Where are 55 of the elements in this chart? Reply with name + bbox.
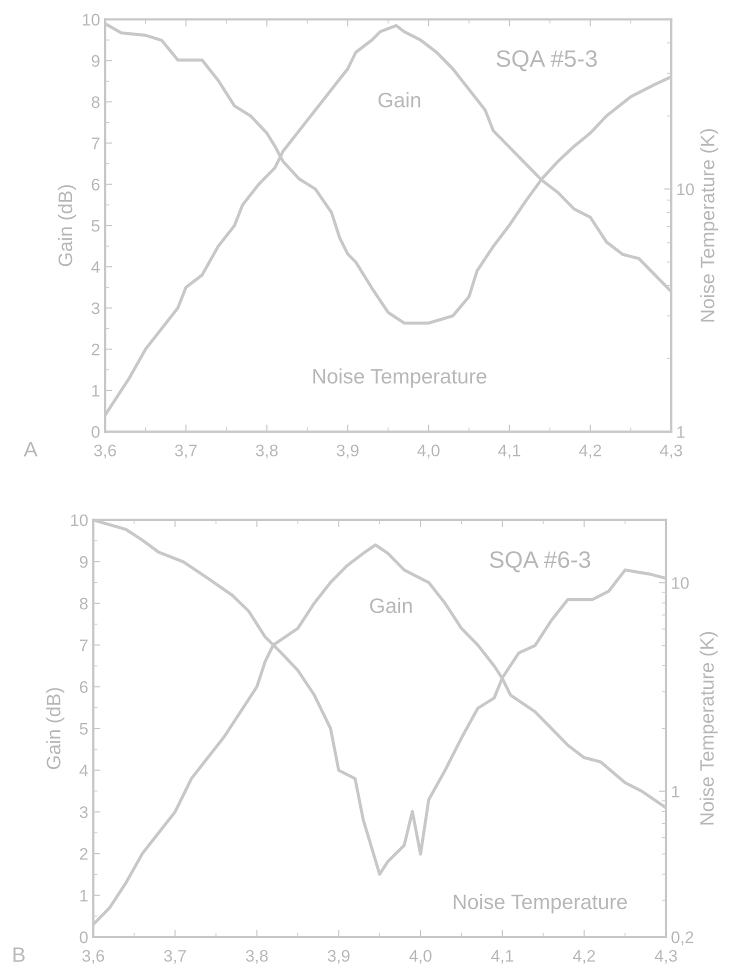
series-label: Gain [378, 92, 420, 108]
y-tick-label: 8 [80, 598, 88, 610]
y-tick-label: 9 [80, 556, 88, 568]
y2-tick-label: 10 [672, 577, 689, 589]
x-tick-label: 4,1 [491, 950, 514, 964]
y-tick-label: 10 [71, 514, 88, 526]
x-tick-label: 4,3 [660, 444, 682, 458]
y-tick-label: 2 [92, 344, 100, 356]
y-tick-label: 4 [91, 261, 100, 273]
y-tick-label: 9 [92, 55, 100, 67]
y-tick-label: 0 [92, 426, 100, 438]
text: SQA #5-3 [496, 50, 597, 72]
series-label: Gain [370, 598, 412, 614]
x-tick-label: 3,7 [164, 950, 186, 964]
y-tick-label: 8 [92, 96, 100, 108]
y2-tick-label: 1 [672, 786, 680, 798]
x-tick-label: 4,0 [409, 950, 432, 964]
x-tick-label: 3,7 [175, 444, 197, 458]
x-tick-label: 3,9 [336, 444, 358, 458]
y2-tick-label: 1 [677, 426, 684, 438]
x-tick-label: 4,1 [498, 444, 520, 458]
y-tick-label: 6 [92, 178, 100, 191]
x-tick-label: 3,8 [256, 444, 278, 458]
y-tick-label: 4 [79, 764, 88, 776]
x-tick-label: 4,2 [572, 950, 595, 964]
text: SQA #6-3 [490, 551, 590, 572]
x-tick-label: 3,6 [94, 444, 116, 458]
x-tick-label: 4,0 [417, 444, 440, 458]
y-tick-label: 2 [80, 848, 88, 860]
y-tick-label: 5 [92, 220, 100, 232]
y-axis-title: Gain (dB) [46, 688, 64, 770]
y-tick-label: 7 [80, 640, 88, 652]
y-tick-label: 6 [80, 681, 88, 693]
text: A [24, 442, 38, 456]
y-tick-label: 3 [92, 302, 100, 314]
y-tick-label: 3 [80, 806, 88, 818]
y-tick-label: 7 [92, 138, 100, 150]
y2-tick-label: 0,2 [672, 931, 694, 946]
y-tick-label: 0 [80, 931, 88, 944]
y-tick-label: 1 [80, 890, 88, 902]
y-tick-label: 1 [92, 385, 100, 396]
x-tick-label: 4,3 [654, 950, 677, 964]
text: Noise Temperature [454, 894, 627, 914]
x-tick-label: 3,8 [246, 950, 268, 964]
y2-axis-title: Noise Temperature (K) [700, 129, 718, 322]
y2-axis-title: Noise Temperature (K) [700, 632, 718, 824]
x-tick-label: 4,2 [579, 444, 602, 458]
text: Noise Temperature [313, 368, 486, 388]
x-tick-label: 3,6 [82, 950, 104, 964]
y-tick-label: 5 [80, 723, 88, 735]
y-axis-title: Gain (dB) [58, 185, 76, 266]
y-tick-label: 10 [82, 14, 100, 26]
y2-tick-label: 10 [677, 183, 694, 196]
text: B [14, 947, 25, 962]
x-tick-label: 3,9 [328, 950, 350, 964]
